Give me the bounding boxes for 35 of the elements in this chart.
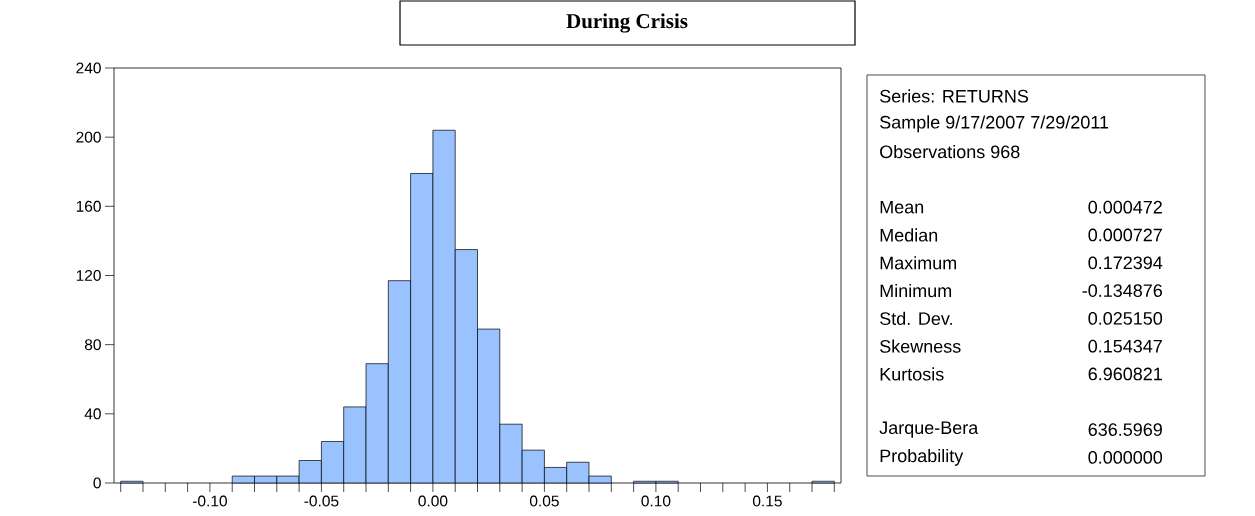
text: 636.5969 [1088,423,1162,436]
text: 0.000727 [1088,228,1162,242]
text: 0.172394 [1088,256,1163,270]
text: 0.154347 [1088,339,1162,353]
text: Sample 9/17/2007 7/29/2011 [880,115,1109,133]
x-tick-label: 0.15 [752,495,782,507]
x-tick-label: 0.00 [418,495,448,507]
y-tick-label: 80 [84,339,101,351]
y-tick-label: 160 [76,200,101,212]
x-tick-label: 0.05 [529,495,559,507]
y-tick-label: 0 [93,477,101,489]
y-tick-label: 120 [76,270,101,281]
text: 6.960821 [1088,367,1162,381]
text: Jarque-Bera [879,421,979,438]
x-tick-label: -0.10 [192,495,227,507]
text: Maximum [880,256,957,270]
y-tick-label: 240 [76,62,101,74]
text: Std. Dev. [880,311,952,325]
text: 0.025150 [1088,312,1163,325]
text: 0.000472 [1088,200,1162,214]
x-tick-label: -0.05 [304,495,339,507]
text: Median [880,228,938,242]
y-tick-label: 40 [84,408,101,420]
text: Probability [880,448,964,466]
text: -0.134876 [1082,284,1162,297]
text: Kurtosis [880,367,944,381]
text: Skewness [880,339,961,353]
text: 0.000000 [1088,451,1163,464]
y-tick-label: 200 [76,131,101,143]
chart-title: During Crisis [566,13,688,33]
text: Minimum [880,283,952,298]
text: Mean [880,200,924,214]
x-tick-label: 0.10 [641,495,671,507]
text: Series: RETURNS [880,89,1029,103]
text: Observations 968 [880,144,1020,159]
